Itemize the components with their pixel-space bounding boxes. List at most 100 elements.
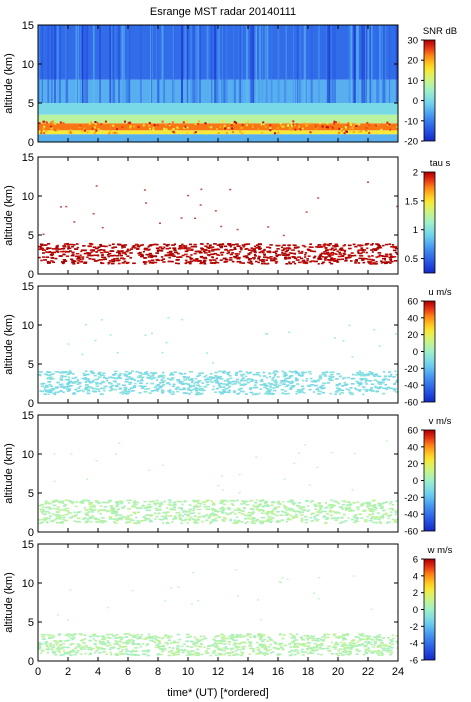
echo-pixel — [265, 256, 269, 259]
snr-streak — [239, 25, 241, 103]
echo-pixel — [165, 517, 168, 520]
echo-pixel — [63, 503, 67, 506]
echo-pixel — [90, 509, 94, 511]
snr-speckle — [184, 125, 187, 128]
echo-pixel — [312, 637, 316, 640]
echo-pixel — [375, 638, 380, 641]
echo-pixel — [287, 381, 291, 383]
echo-pixel — [234, 522, 238, 524]
snr-speckle — [261, 131, 264, 134]
colorbar-tick-label: -60 — [404, 527, 418, 538]
echo-pixel — [219, 500, 223, 502]
echo-pixel — [345, 506, 348, 509]
snr-speckle — [56, 129, 59, 132]
snr-speckle — [163, 127, 166, 130]
echo-pixel — [210, 249, 215, 252]
echo-pixel — [182, 376, 187, 378]
echo-pixel — [181, 515, 184, 517]
echo-pixel — [161, 644, 165, 647]
echo-pixel — [370, 387, 373, 389]
echo-pixel — [50, 253, 54, 255]
echo-pixel — [396, 205, 398, 208]
y-axis-label: altitude (km) — [3, 572, 15, 633]
echo-pixel — [210, 500, 213, 502]
echo-pixel — [352, 509, 355, 512]
snr-streak — [351, 25, 353, 103]
snr-speckle — [392, 125, 395, 128]
echo-pixel — [175, 647, 180, 649]
colorbar-tick-label: 6 — [413, 555, 418, 566]
echo-pixel — [262, 653, 265, 655]
echo-pixel — [114, 514, 118, 517]
echo-pixel — [379, 644, 384, 646]
snr-speckle — [298, 125, 301, 128]
echo-pixel — [284, 380, 288, 382]
echo-pixel — [320, 644, 323, 647]
echo-pixel — [190, 254, 193, 256]
echo-pixel — [94, 381, 99, 384]
echo-pixel — [56, 650, 60, 652]
echo-pixel — [88, 635, 93, 638]
echo-pixel — [343, 381, 346, 384]
snr-speckle — [340, 128, 343, 131]
echo-pixel — [384, 255, 389, 257]
echo-pixel — [78, 256, 81, 259]
echo-pixel — [192, 500, 196, 503]
echo-pixel — [288, 370, 292, 373]
echo-pixel — [98, 520, 102, 523]
colorbar-tick-label: 20 — [407, 459, 418, 470]
colorbar-tick-label: -20 — [404, 364, 418, 375]
echo-pixel — [194, 217, 197, 220]
echo-pixel — [239, 634, 243, 636]
echo-pixel — [236, 595, 239, 597]
echo-pixel — [276, 519, 279, 522]
echo-pixel — [226, 373, 230, 376]
echo-pixel — [102, 651, 105, 653]
echo-pixel — [170, 373, 175, 376]
echo-pixel — [278, 384, 282, 387]
echo-pixel — [213, 243, 217, 245]
echo-pixel — [116, 254, 120, 257]
colorbar-tick-label: 60 — [407, 297, 418, 308]
echo-pixel — [363, 373, 367, 376]
echo-pixel — [269, 385, 272, 387]
echo-pixel — [131, 649, 135, 652]
echo-pixel — [173, 518, 177, 520]
echo-pixel — [372, 516, 376, 519]
echo-pixel — [369, 390, 374, 392]
echo-pixel — [341, 516, 344, 519]
echo-pixel — [177, 262, 180, 265]
echo-pixel — [60, 250, 64, 253]
echo-pixel — [206, 254, 211, 256]
echo-pixel — [316, 514, 320, 516]
echo-pixel — [179, 501, 182, 503]
echo-pixel — [367, 258, 371, 261]
echo-pixel — [261, 499, 265, 502]
echo-pixel — [48, 383, 52, 386]
echo-pixel — [240, 503, 243, 505]
snr-speckle — [326, 122, 329, 125]
echo-pixel — [167, 377, 170, 380]
echo-pixel — [294, 639, 298, 641]
echo-pixel — [39, 522, 42, 525]
echo-pixel — [54, 247, 57, 250]
echo-pixel — [92, 387, 96, 390]
echo-pixel — [287, 244, 291, 247]
echo-pixel — [112, 507, 116, 510]
echo-pixel — [322, 515, 326, 517]
echo-pixel — [356, 501, 360, 503]
echo-pixel — [108, 509, 111, 512]
echo-pixel — [68, 372, 72, 375]
echo-pixel — [318, 637, 321, 640]
heatmap-u — [38, 317, 398, 396]
echo-pixel — [143, 373, 147, 375]
echo-pixel — [247, 515, 252, 517]
echo-pixel — [292, 635, 296, 637]
echo-pixel — [135, 503, 138, 506]
echo-pixel — [263, 253, 266, 256]
echo-pixel — [302, 379, 305, 382]
echo-pixel — [136, 507, 141, 510]
echo-pixel — [74, 505, 78, 508]
echo-pixel — [153, 641, 157, 644]
echo-pixel — [196, 381, 200, 384]
